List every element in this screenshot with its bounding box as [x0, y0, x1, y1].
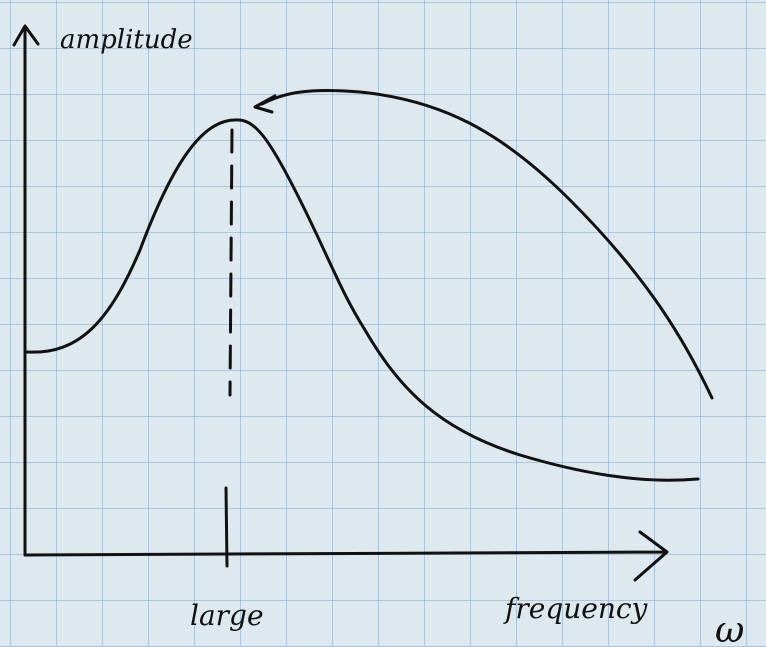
page: amplitude frequency large ω (() => { con… — [0, 0, 766, 647]
omega-label: ω — [715, 610, 744, 647]
x-axis-label: frequency — [503, 592, 649, 625]
y-axis-label: amplitude — [60, 25, 193, 55]
peak-label: large — [190, 599, 264, 632]
peak-tick — [226, 488, 227, 566]
sketch: amplitude frequency large ω — [0, 0, 766, 647]
grid — [0, 0, 766, 647]
